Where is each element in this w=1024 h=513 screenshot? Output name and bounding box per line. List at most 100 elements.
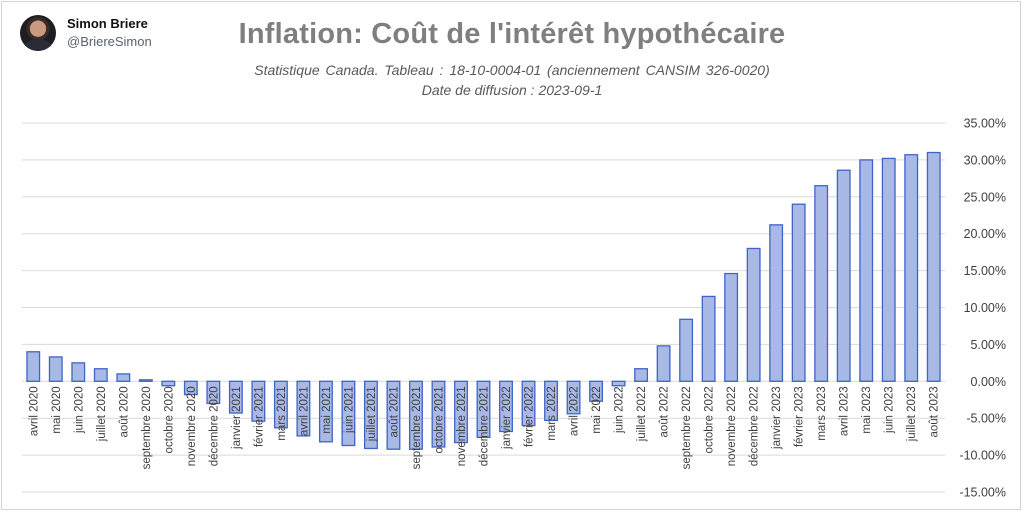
x-tick-label: novembre 2020 xyxy=(186,386,198,466)
y-tick-label: 35.00% xyxy=(964,117,1006,131)
bar[interactable] xyxy=(454,380,468,444)
bar[interactable] xyxy=(116,373,131,382)
x-tick-label: août 2021 xyxy=(388,386,400,437)
x-tick-label: octobre 2021 xyxy=(433,386,445,453)
bar[interactable] xyxy=(634,368,649,382)
x-tick-label: mai 2020 xyxy=(51,386,63,433)
author-block[interactable]: Simon Briere @BriereSimon xyxy=(20,15,152,51)
bar[interactable] xyxy=(791,203,806,382)
x-tick-label: juin 2022 xyxy=(614,386,626,434)
x-tick-label: février 2022 xyxy=(524,386,536,447)
bar[interactable] xyxy=(341,380,356,447)
bar[interactable] xyxy=(161,380,176,387)
bar[interactable] xyxy=(48,356,63,382)
bar[interactable] xyxy=(499,380,513,433)
x-tick-label: mars 2021 xyxy=(276,386,288,440)
x-tick-label: janvier 2022 xyxy=(501,386,513,450)
bar[interactable] xyxy=(386,380,401,450)
y-tick-label: 30.00% xyxy=(964,153,1006,167)
x-tick-label: juin 2020 xyxy=(73,386,85,434)
author-handle[interactable]: @BriereSimon xyxy=(67,34,152,49)
y-tick-label: -5.00% xyxy=(966,412,1006,426)
x-tick-label: novembre 2021 xyxy=(456,386,468,466)
bar[interactable] xyxy=(724,272,739,382)
bar[interactable] xyxy=(521,380,536,427)
x-tick-label: mai 2023 xyxy=(861,386,873,433)
y-tick-label: 15.00% xyxy=(964,264,1006,278)
x-tick-label: mars 2022 xyxy=(546,386,558,440)
bar[interactable] xyxy=(431,380,446,448)
x-tick-label: juillet 2023 xyxy=(906,386,918,442)
x-tick-label: février 2021 xyxy=(253,386,265,447)
bar[interactable] xyxy=(273,380,288,429)
bar[interactable] xyxy=(296,380,311,437)
bar[interactable] xyxy=(93,368,108,382)
x-tick-label: septembre 2022 xyxy=(681,386,693,469)
bar[interactable] xyxy=(836,169,851,382)
bar[interactable] xyxy=(363,380,378,450)
bar[interactable] xyxy=(251,380,266,422)
bar[interactable] xyxy=(656,345,671,382)
x-tick-label: juillet 2022 xyxy=(636,386,648,442)
bar[interactable] xyxy=(206,380,221,405)
author-name[interactable]: Simon Briere xyxy=(67,16,148,31)
bar[interactable] xyxy=(814,185,829,382)
x-tick-label: juillet 2021 xyxy=(366,386,378,442)
bar[interactable] xyxy=(183,380,198,396)
x-tick-label: août 2022 xyxy=(659,386,671,437)
bar[interactable] xyxy=(26,351,41,382)
x-tick-label: avril 2020 xyxy=(28,386,40,436)
y-tick-label: -10.00% xyxy=(959,449,1006,463)
avatar[interactable] xyxy=(20,15,56,51)
x-tick-label: février 2023 xyxy=(794,386,806,447)
bar[interactable] xyxy=(611,380,626,387)
bar[interactable] xyxy=(881,157,896,382)
x-tick-label: décembre 2021 xyxy=(479,386,491,466)
bar[interactable] xyxy=(71,362,86,382)
x-tick-label: décembre 2020 xyxy=(208,386,220,466)
chart-subtitle-source: Statistique Canada. Tableau : 18-10-0004… xyxy=(254,62,770,78)
x-tick-label: juin 2023 xyxy=(884,386,896,434)
x-tick-label: novembre 2022 xyxy=(726,386,738,466)
x-tick-label: avril 2022 xyxy=(569,386,581,436)
x-tick-label: août 2020 xyxy=(118,386,130,437)
y-tick-label: -15.00% xyxy=(959,486,1006,500)
bar[interactable] xyxy=(769,224,784,382)
x-tick-label: avril 2021 xyxy=(298,386,310,436)
y-tick-label: 10.00% xyxy=(964,301,1006,315)
x-tick-label: avril 2023 xyxy=(839,386,851,436)
x-tick-label: mars 2023 xyxy=(816,386,828,440)
x-tick-label: décembre 2022 xyxy=(749,386,761,466)
y-tick-label: 5.00% xyxy=(971,338,1006,352)
chart-subtitle-release-date: Date de diffusion : 2023-09-1 xyxy=(421,82,603,98)
bar[interactable] xyxy=(476,380,491,439)
bar[interactable] xyxy=(228,380,243,414)
y-tick-label: 25.00% xyxy=(964,190,1006,204)
x-tick-label: octobre 2020 xyxy=(163,386,175,453)
y-tick-label: 0.00% xyxy=(971,375,1006,389)
x-tick-label: août 2023 xyxy=(929,386,941,437)
bar[interactable] xyxy=(701,295,716,382)
x-tick-label: janvier 2021 xyxy=(231,386,243,450)
x-tick-label: janvier 2023 xyxy=(771,386,783,450)
bar[interactable] xyxy=(318,380,333,443)
x-tick-label: mai 2022 xyxy=(591,386,603,433)
bar[interactable] xyxy=(904,154,919,382)
bar[interactable] xyxy=(409,380,423,450)
chart-title: Inflation: Coût de l'intérêt hypothécair… xyxy=(238,18,786,50)
x-tick-label: mai 2021 xyxy=(321,386,333,433)
bar[interactable] xyxy=(926,151,941,382)
bar[interactable] xyxy=(859,159,874,382)
bar[interactable] xyxy=(566,380,581,415)
bar[interactable] xyxy=(544,380,558,422)
bar[interactable] xyxy=(679,318,694,382)
x-tick-label: octobre 2022 xyxy=(704,386,716,453)
x-tick-label: septembre 2021 xyxy=(411,386,423,469)
bar[interactable] xyxy=(746,247,761,382)
y-tick-label: 20.00% xyxy=(964,227,1006,241)
x-tick-label: septembre 2020 xyxy=(141,386,153,469)
x-tick-label: juin 2021 xyxy=(343,386,355,434)
bar[interactable] xyxy=(138,379,153,382)
bar[interactable] xyxy=(589,380,604,402)
